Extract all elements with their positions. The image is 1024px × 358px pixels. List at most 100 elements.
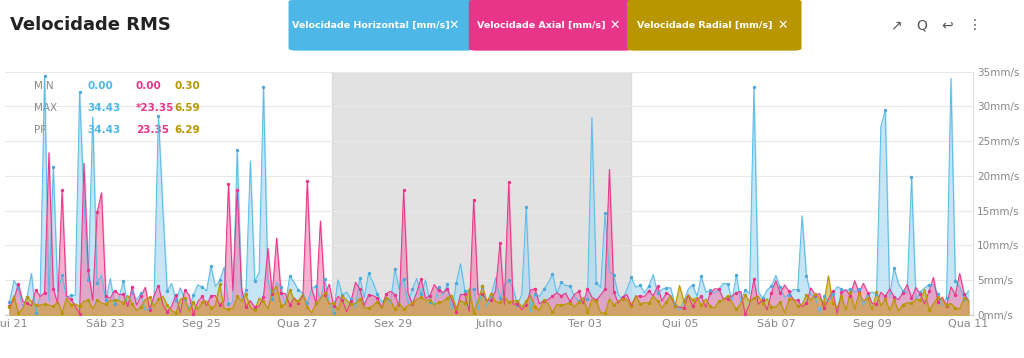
Point (308, 300, 325, 306)
Point (299, 300, 315, 306)
Bar (332, 72, 631, 315)
Point (247, 305, 263, 310)
Point (194, 294, 210, 299)
Point (842, 293, 858, 299)
Point (492, 295, 508, 301)
Point (930, 299, 946, 305)
Point (492, 299, 508, 305)
Point (886, 265, 902, 271)
Text: 0.00: 0.00 (87, 81, 113, 91)
Point (597, 310, 613, 316)
Point (457, 300, 473, 306)
Point (351, 275, 368, 280)
Point (501, 299, 517, 305)
Point (641, 300, 657, 306)
Point (360, 292, 377, 298)
Point (378, 291, 394, 297)
Point (141, 294, 158, 300)
Point (763, 284, 779, 289)
Point (868, 301, 885, 307)
Point (378, 295, 394, 300)
Point (851, 290, 867, 296)
Point (614, 294, 631, 300)
Point (229, 187, 246, 193)
FancyBboxPatch shape (469, 0, 632, 50)
Point (955, 296, 972, 301)
Point (272, 285, 289, 290)
Point (711, 286, 727, 292)
Point (711, 286, 727, 292)
Point (780, 289, 797, 294)
Point (588, 280, 604, 286)
Point (632, 301, 648, 306)
Text: 0.00: 0.00 (136, 81, 162, 91)
Point (422, 293, 438, 299)
Point (693, 274, 710, 279)
Text: 6.59: 6.59 (174, 103, 200, 113)
Point (938, 295, 954, 300)
Point (45, 286, 61, 291)
Point (474, 284, 490, 289)
Point (290, 287, 306, 293)
Point (701, 290, 718, 296)
Point (895, 288, 911, 294)
Point (886, 294, 902, 300)
Point (203, 263, 219, 268)
Point (168, 310, 184, 316)
Point (842, 286, 858, 291)
Point (290, 300, 306, 305)
Point (247, 307, 263, 313)
Point (290, 298, 306, 304)
Point (868, 289, 885, 295)
Point (466, 286, 482, 292)
Point (580, 309, 596, 315)
Point (720, 281, 736, 287)
Point (176, 287, 193, 293)
Point (562, 300, 579, 306)
Point (605, 289, 622, 295)
Point (921, 288, 937, 294)
Point (299, 304, 315, 310)
Point (212, 281, 228, 287)
Point (334, 297, 350, 303)
Point (947, 292, 964, 297)
Point (474, 284, 490, 289)
Point (623, 302, 639, 308)
Point (326, 303, 342, 309)
Point (10, 281, 27, 287)
Point (316, 290, 333, 296)
Point (912, 292, 929, 297)
Point (45, 164, 61, 170)
Point (185, 311, 202, 317)
Point (247, 279, 263, 284)
Text: Velocidade Horizontal [mm/s]: Velocidade Horizontal [mm/s] (293, 20, 451, 30)
Point (536, 297, 552, 303)
Point (413, 276, 429, 281)
Point (264, 291, 281, 297)
Point (413, 295, 429, 300)
Text: 34.43: 34.43 (87, 125, 121, 135)
Point (623, 304, 639, 309)
Point (115, 279, 131, 284)
Point (176, 295, 193, 301)
Point (895, 302, 911, 308)
Point (536, 286, 552, 292)
Point (641, 283, 657, 289)
Point (159, 302, 175, 308)
Point (106, 297, 123, 303)
Point (1, 299, 17, 305)
Point (658, 299, 675, 304)
Point (737, 287, 754, 293)
Point (588, 299, 604, 304)
Point (97, 301, 114, 307)
Point (921, 307, 937, 313)
Point (580, 296, 596, 301)
Point (212, 277, 228, 283)
Point (877, 296, 893, 302)
Point (676, 305, 692, 311)
Text: ✕: ✕ (449, 19, 460, 32)
Point (755, 296, 771, 301)
Text: ✕: ✕ (609, 19, 620, 32)
Point (439, 295, 456, 301)
Point (597, 286, 613, 292)
